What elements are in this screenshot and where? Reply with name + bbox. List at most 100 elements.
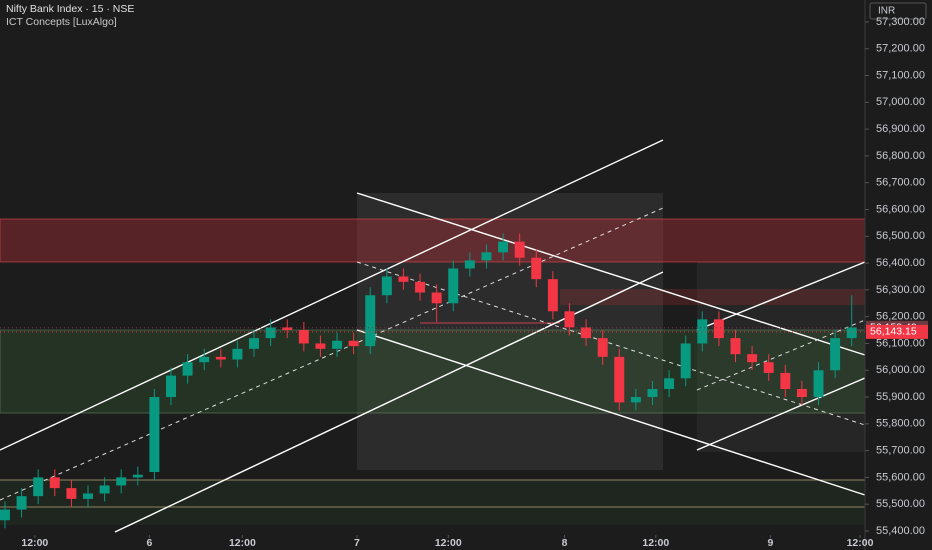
candle-body <box>514 241 525 258</box>
y-tick-label: 57,000.00 <box>876 96 925 108</box>
candle-body <box>182 362 193 376</box>
y-tick-label: 56,700.00 <box>876 177 925 189</box>
candle-body <box>796 388 807 398</box>
candle-body <box>763 362 774 373</box>
channel-line <box>696 261 866 331</box>
candle-body <box>564 311 575 328</box>
candle-body <box>464 260 475 269</box>
channel-midline <box>0 207 664 501</box>
channel-midline <box>356 261 866 426</box>
candle-body <box>33 477 44 497</box>
candle-body <box>664 378 675 389</box>
candle-body <box>282 327 293 331</box>
candle-body <box>581 327 592 339</box>
candle-body <box>481 252 492 261</box>
candle-body <box>315 343 326 349</box>
candle-body <box>846 327 857 339</box>
y-tick-label: 55,800.00 <box>876 418 925 430</box>
candle-body <box>381 276 392 296</box>
x-tick-label: 7 <box>354 537 360 549</box>
candle-body <box>697 319 708 344</box>
channel-line <box>0 139 664 451</box>
time-axis <box>0 535 865 550</box>
x-tick-label: 6 <box>147 537 153 549</box>
candle-body <box>249 338 260 349</box>
x-tick-label: 12:00 <box>642 537 669 549</box>
candle-body <box>116 477 127 486</box>
candle-body <box>215 356 226 360</box>
candle-body <box>298 330 309 344</box>
candle-body <box>630 397 641 403</box>
candle-body <box>83 493 93 499</box>
chart-title: Nifty Bank Index · 15 · NSE <box>6 3 134 15</box>
candle-body <box>813 370 824 398</box>
y-tick-label: 55,400.00 <box>876 525 925 537</box>
candle-body <box>16 496 27 510</box>
x-tick-label: 8 <box>562 537 568 549</box>
x-tick-label: 12:00 <box>229 537 256 549</box>
candle-body <box>232 348 243 360</box>
demand-zone <box>0 329 866 414</box>
x-tick-label: 9 <box>767 537 773 549</box>
candle-body <box>597 338 608 357</box>
candle-body <box>730 338 741 355</box>
candle-body <box>747 354 758 363</box>
y-tick-label: 55,600.00 <box>876 471 925 483</box>
currency-box <box>869 2 927 20</box>
candle-body <box>166 375 176 398</box>
candle-body <box>680 343 691 379</box>
candle-body <box>365 295 376 347</box>
candle-body <box>647 388 658 398</box>
y-tick-label: 56,200.00 <box>876 311 925 323</box>
y-tick-label: 56,600.00 <box>876 203 925 215</box>
candle-body <box>614 356 625 403</box>
channel-line <box>696 377 866 451</box>
candle-body <box>265 327 276 339</box>
candle-body <box>149 397 160 473</box>
candle-body <box>66 488 77 499</box>
y-tick-label: 56,500.00 <box>876 230 925 242</box>
y-tick-label: 57,100.00 <box>876 69 925 81</box>
price-axis <box>865 0 932 550</box>
y-tick-label: 56,400.00 <box>876 257 925 269</box>
x-tick-label: 12:00 <box>847 537 874 549</box>
y-tick-label: 55,500.00 <box>876 498 925 510</box>
price-label: 56,143.15 <box>870 326 917 338</box>
candle-body <box>830 338 841 371</box>
candle-body <box>780 372 791 389</box>
price-label-box <box>866 324 928 339</box>
candle-body <box>49 477 60 489</box>
plot-area: VI <box>0 139 866 533</box>
candle-body <box>547 279 558 312</box>
y-tick-label: 56,800.00 <box>876 150 925 162</box>
candle-body <box>415 281 426 293</box>
y-tick-label: 56,300.00 <box>876 284 925 296</box>
indicator-name: ICT Concepts [LuxAlgo] <box>6 16 117 28</box>
candle-body <box>398 276 409 282</box>
candle-body <box>348 340 359 347</box>
y-tick-label: 55,900.00 <box>876 391 925 403</box>
x-tick-label: 12:00 <box>435 537 462 549</box>
candle-body <box>448 268 459 304</box>
candle-body <box>132 474 143 478</box>
candle-body <box>531 257 542 280</box>
supply-zone <box>560 289 865 305</box>
candle-body <box>713 319 724 339</box>
channel-line <box>356 329 866 496</box>
supply-zone <box>0 218 866 263</box>
demand-zone <box>0 480 865 525</box>
candle-body <box>99 485 110 494</box>
y-tick-label: 55,700.00 <box>876 445 925 457</box>
currency: INR <box>878 6 895 17</box>
candle-body <box>431 292 442 304</box>
x-tick-label: 12:00 <box>21 537 48 549</box>
candle-body <box>199 356 210 363</box>
y-tick-label: 57,200.00 <box>876 43 925 55</box>
y-tick-label: 56,100.00 <box>876 337 925 349</box>
candle-body <box>498 241 509 253</box>
y-tick-label: 56,900.00 <box>876 123 925 135</box>
y-tick-label: 57,300.00 <box>876 16 925 28</box>
channel-midline <box>696 319 866 391</box>
